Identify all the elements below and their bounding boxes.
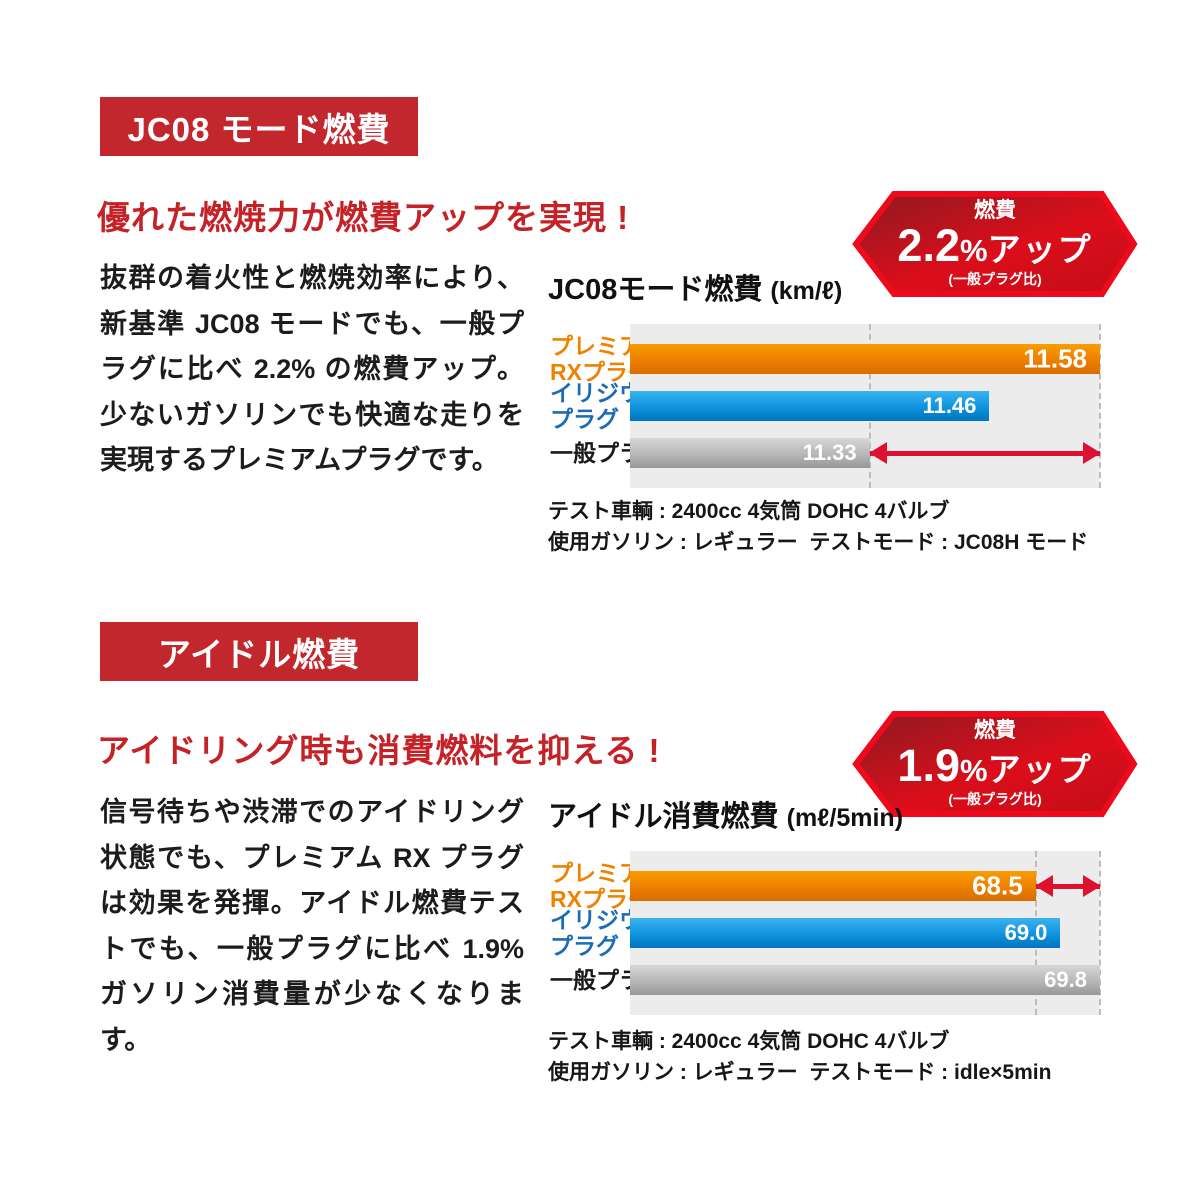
bar-value-label: 69.8 xyxy=(1044,967,1087,992)
body-paragraph: 抜群の着火性と燃焼効率により、新基準 JC08 モードでも、一般プラグに比べ 2… xyxy=(100,263,524,475)
chart-title: アイドル消費燃費 (mℓ/5min) xyxy=(548,793,1100,835)
bar-orange: 11.58 xyxy=(630,344,1100,374)
fuel-up-hex-badge: 燃費 2.2%アップ (一般プラグ比) xyxy=(852,188,1138,300)
test-notes: テスト車輌 : 2400cc 4気筒 DOHC 4バルブ 使用ガソリン : レギ… xyxy=(548,1030,1052,1084)
body-paragraph: 信号待ちや渋滞でのアイドリング状態でも、プレミアム RX プラグは効果を発揮。ア… xyxy=(100,797,524,1055)
plot-area: 11.58 11.46 11.33 xyxy=(630,324,1101,488)
plot-area: 68.5 69.0 69.8 xyxy=(630,851,1101,1015)
bar-value-label: 68.5 xyxy=(972,870,1023,901)
bar-chart: プレミアム RXプラグ イリジウム プラグ 一般プラグ 68.5 69.0 69.8 xyxy=(548,851,1101,1015)
test-notes: テスト車輌 : 2400cc 4気筒 DOHC 4バルブ 使用ガソリン : レギ… xyxy=(548,500,1089,554)
dashed-guide xyxy=(1099,851,1101,1015)
category-labels: プレミアム RXプラグ イリジウム プラグ 一般プラグ xyxy=(548,324,665,488)
bar-blue: 11.46 xyxy=(630,391,990,421)
hex-badge-value: 1.9 xyxy=(897,739,960,791)
hex-badge-note: (一般プラグ比) xyxy=(948,791,1042,808)
dashed-guide xyxy=(1099,324,1101,488)
diff-arrow xyxy=(869,450,1100,456)
bar-chart: プレミアム RXプラグ イリジウム プラグ 一般プラグ 11.58 11.46 11.33 xyxy=(548,324,1101,488)
section-heading: アイドリング時も消費燃料を抑える ! xyxy=(97,732,661,769)
section-tag-jc08: JC08 モード燃費 xyxy=(100,97,418,156)
chart-block-jc08: JC08モード燃費 (km/ℓ) プレミアム RXプラグ イリジウム プラグ 一般プラグ… xyxy=(548,266,1101,488)
hex-badge-value-line: 1.9%アップ xyxy=(897,739,1093,791)
hex-badge-value: 2.2 xyxy=(897,219,960,271)
hex-badge-label: 燃費 xyxy=(974,198,1016,222)
hexagon-shape-icon xyxy=(852,191,1138,297)
bar-value-label: 11.33 xyxy=(802,440,857,465)
bar-value-label: 11.58 xyxy=(1023,343,1087,374)
chart-unit: (mℓ/5min) xyxy=(786,804,904,832)
category-labels: プレミアム RXプラグ イリジウム プラグ 一般プラグ xyxy=(548,851,665,1015)
hex-badge-suffix: アップ xyxy=(987,750,1093,788)
hex-badge-unit: % xyxy=(959,232,988,268)
hex-badge-unit: % xyxy=(959,752,988,788)
section-heading: 優れた燃焼力が燃費アップを実現 ! xyxy=(97,199,630,236)
bar-gray: 69.8 xyxy=(630,965,1100,995)
section-tag-idle: アイドル燃費 xyxy=(100,622,418,681)
hexagon-shape-icon xyxy=(852,711,1138,817)
hex-badge-suffix: アップ xyxy=(987,230,1093,268)
bar-value-label: 69.0 xyxy=(1004,920,1048,945)
chart-block-idle: アイドル消費燃費 (mℓ/5min) プレミアム RXプラグ イリジウム プラグ 一般プ… xyxy=(548,793,1101,1015)
hex-badge-label: 燃費 xyxy=(974,718,1016,742)
chart-title-text: JC08モード燃費 xyxy=(548,274,763,306)
hex-badge-text: 燃費 1.9%アップ (一般プラグ比) xyxy=(853,708,1137,820)
hex-badge-note: (一般プラグ比) xyxy=(948,271,1042,288)
chart-title-text: アイドル消費燃費 xyxy=(548,801,779,833)
bar-blue: 69.0 xyxy=(630,918,1061,948)
hex-badge-value-line: 2.2%アップ xyxy=(897,219,1093,271)
fuel-up-hex-badge: 燃費 1.9%アップ (一般プラグ比) xyxy=(852,708,1138,820)
chart-title: JC08モード燃費 (km/ℓ) xyxy=(548,266,1100,308)
bar-orange: 68.5 xyxy=(630,871,1036,901)
bar-value-label: 11.46 xyxy=(922,393,977,418)
chart-unit: (km/ℓ) xyxy=(770,277,843,305)
hex-badge-text: 燃費 2.2%アップ (一般プラグ比) xyxy=(853,188,1137,300)
bar-gray: 11.33 xyxy=(630,438,870,468)
diff-arrow xyxy=(1035,883,1100,889)
